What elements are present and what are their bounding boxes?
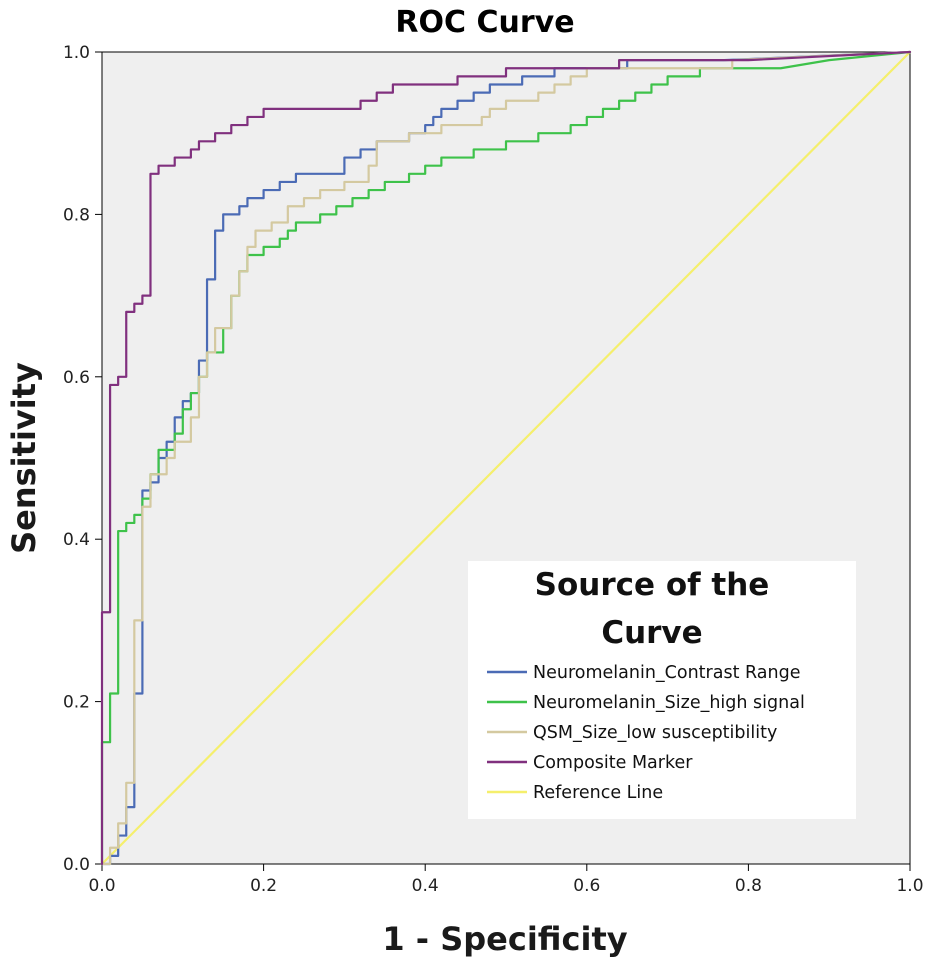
- legend-box: [468, 561, 856, 819]
- series-line-qsm-size-low-susceptibility: [100, 50, 912, 866]
- legend-label-neuromelanin-size-high-signal: Neuromelanin_Size_high signal: [533, 693, 805, 713]
- y-tick-label: 0.6: [63, 368, 90, 388]
- series-lines: [100, 50, 912, 866]
- x-tick-label: 0.6: [573, 876, 600, 896]
- x-tick-label: 0.8: [735, 876, 762, 896]
- legend-label-composite-marker: Composite Marker: [533, 753, 693, 773]
- legend-title-line2: Curve: [601, 615, 702, 651]
- series-line-composite-marker: [100, 50, 912, 866]
- legend: Source of the Curve Neuromelanin_Contras…: [468, 561, 856, 819]
- legend-label-qsm-size-low-susceptibility: QSM_Size_low susceptibility: [533, 723, 777, 743]
- x-tick-label: 0.4: [412, 876, 439, 896]
- y-tick-label: 0.4: [63, 530, 90, 550]
- y-tick-label: 0.2: [63, 693, 90, 713]
- y-tick-label: 0.8: [63, 205, 90, 225]
- y-axis-title: Sensitivity: [5, 362, 43, 554]
- x-axis-title: 1 - Specificity: [382, 920, 627, 958]
- x-tick-label: 1.0: [896, 876, 923, 896]
- x-tick-label: 0.2: [250, 876, 277, 896]
- legend-label-neuromelanin-contrast-range: Neuromelanin_Contrast Range: [533, 663, 800, 683]
- x-tick-label: 0.0: [88, 876, 115, 896]
- series-line-reference-line: [100, 50, 912, 866]
- axis-ticks: 0.0 0.2 0.4 0.6 0.8 1.0 0.0 0.2 0.4 0.6 0.8 1.0: [63, 43, 924, 896]
- chart-title: ROC Curve: [395, 5, 574, 40]
- y-tick-label: 0.0: [63, 855, 90, 875]
- legend-entries: Neuromelanin_Contrast Range Neuromelanin_…: [487, 663, 805, 803]
- y-tick-label: 1.0: [63, 43, 90, 63]
- legend-label-reference-line: Reference Line: [533, 783, 663, 803]
- legend-title-line1: Source of the: [535, 567, 770, 603]
